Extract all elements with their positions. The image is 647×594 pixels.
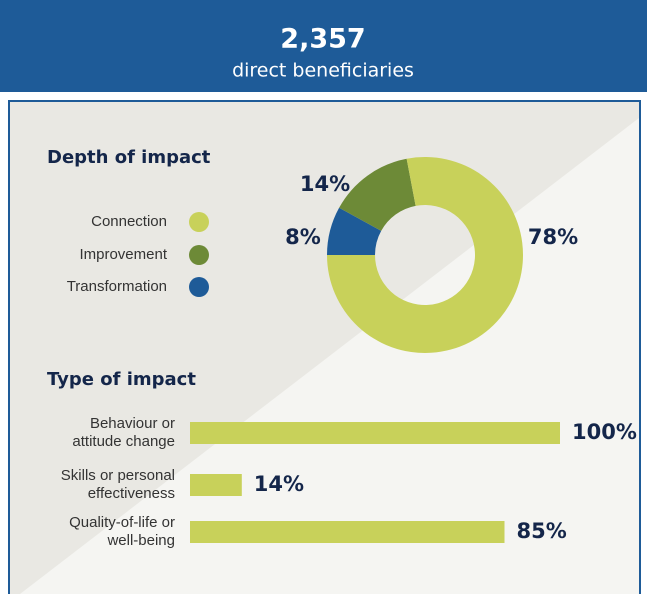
donut-segment (327, 207, 382, 255)
value-label: 85% (517, 519, 567, 543)
value-label: 14% (254, 472, 304, 496)
legend-label: Transformation (67, 278, 167, 295)
bar (190, 474, 242, 496)
chart-title: Type of impact (47, 369, 196, 390)
category-label: well-being (106, 532, 175, 549)
value-label: 78% (528, 225, 578, 249)
value-label: 100% (572, 420, 637, 444)
legend-label: Improvement (79, 246, 167, 263)
category-label: Behaviour or (90, 415, 175, 432)
category-label: effectiveness (88, 485, 175, 502)
chart-title: Depth of impact (47, 147, 211, 168)
bar (190, 521, 505, 543)
category-label: attitude change (72, 433, 175, 450)
category-label: Skills or personal (61, 467, 175, 484)
legend-swatch (189, 212, 209, 232)
value-label: 8% (285, 225, 321, 249)
donut-segment (339, 158, 416, 231)
beneficiary-caption: direct beneficiaries (232, 60, 414, 82)
donut-segment (327, 157, 523, 354)
legend-label: Connection (91, 213, 167, 230)
beneficiary-count: 2,357 (280, 24, 365, 55)
value-label: 14% (300, 172, 350, 196)
header-band (0, 0, 647, 92)
legend-swatch (189, 245, 209, 265)
legend-swatch (189, 277, 209, 297)
category-label: Quality-of-life or (69, 514, 175, 531)
bar (190, 422, 560, 444)
